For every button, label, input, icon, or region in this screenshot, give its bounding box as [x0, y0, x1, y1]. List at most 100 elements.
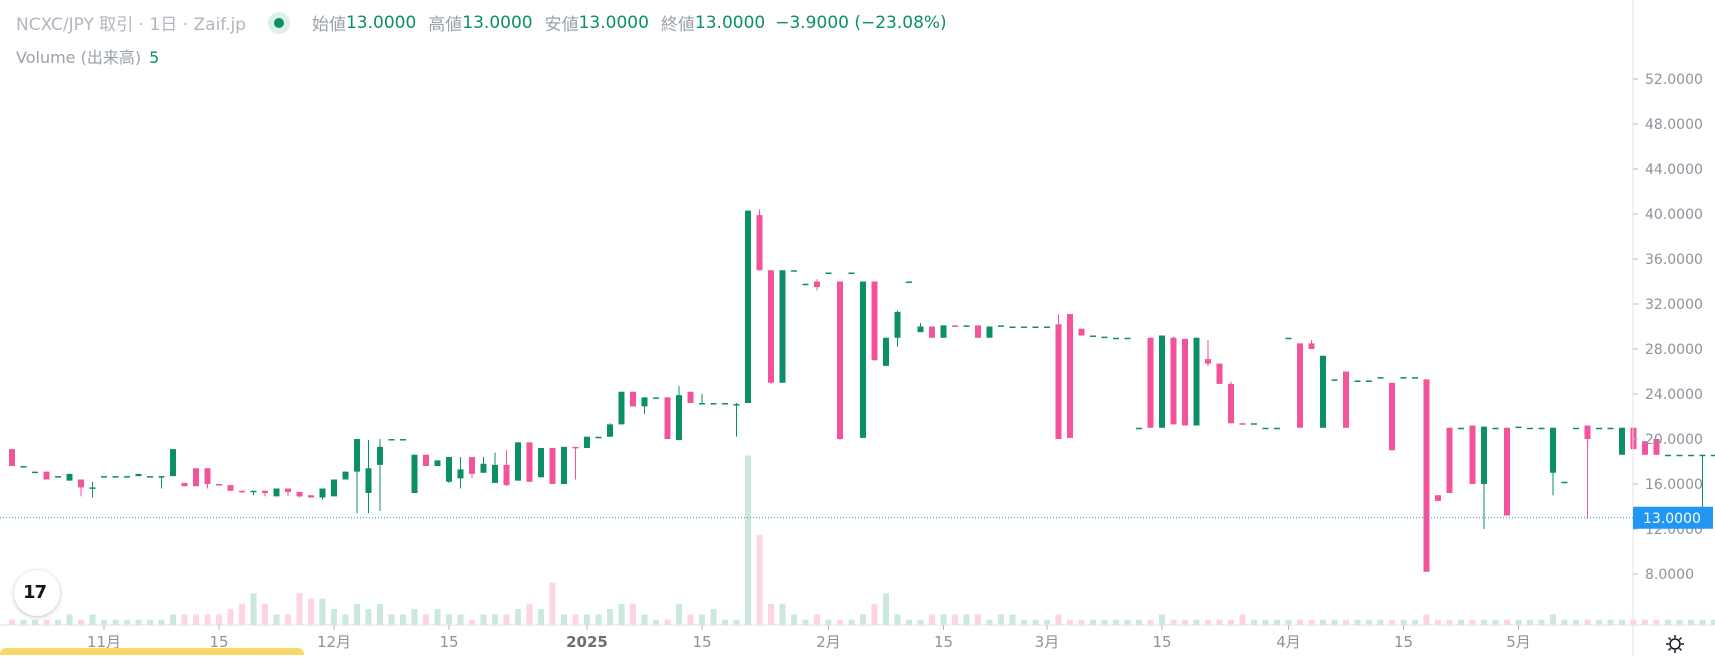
- candle-body[interactable]: [1274, 427, 1280, 430]
- candle-body[interactable]: [43, 471, 50, 480]
- candle-body[interactable]: [1412, 377, 1418, 379]
- candle-body[interactable]: [1147, 337, 1154, 428]
- candle-body[interactable]: [837, 281, 843, 440]
- candle-body[interactable]: [825, 272, 832, 275]
- candle-body[interactable]: [469, 457, 475, 474]
- candle-body[interactable]: [1596, 427, 1602, 430]
- candle-body[interactable]: [1492, 427, 1499, 430]
- candle-body[interactable]: [515, 442, 521, 481]
- candle-body[interactable]: [1182, 338, 1188, 426]
- candle-body[interactable]: [549, 448, 556, 484]
- candle-body[interactable]: [1101, 336, 1108, 339]
- candle-body[interactable]: [917, 326, 924, 333]
- bottom-banner[interactable]: [0, 648, 304, 655]
- candle-body[interactable]: [411, 454, 418, 493]
- candle-body[interactable]: [1699, 454, 1706, 457]
- candle-body[interactable]: [1170, 337, 1177, 425]
- candle-body[interactable]: [733, 404, 740, 406]
- candle-body[interactable]: [227, 485, 234, 491]
- candle-body[interactable]: [848, 272, 855, 275]
- candle-body[interactable]: [273, 488, 280, 497]
- candle-body[interactable]: [285, 488, 291, 492]
- candle-body[interactable]: [1239, 423, 1246, 425]
- candle-body[interactable]: [1044, 326, 1050, 329]
- candle-body[interactable]: [653, 397, 659, 399]
- candle-body[interactable]: [1435, 495, 1441, 501]
- candle-body[interactable]: [802, 283, 809, 286]
- candle-body[interactable]: [1538, 427, 1545, 430]
- candle-body[interactable]: [1550, 427, 1556, 473]
- tradingview-logo[interactable]: 17: [14, 570, 60, 616]
- candle-body[interactable]: [1297, 343, 1303, 428]
- candle-body[interactable]: [400, 439, 406, 441]
- candle-body[interactable]: [860, 281, 866, 438]
- candle-body[interactable]: [1504, 427, 1510, 516]
- candle-body[interactable]: [1366, 380, 1372, 383]
- candle-body[interactable]: [791, 270, 797, 272]
- candle-body[interactable]: [55, 476, 61, 478]
- candle-body[interactable]: [480, 463, 487, 473]
- candle-body[interactable]: [1469, 425, 1476, 485]
- candle-body[interactable]: [1619, 427, 1625, 455]
- candle-body[interactable]: [710, 403, 717, 405]
- candle-body[interactable]: [204, 468, 211, 484]
- candle-body[interactable]: [952, 325, 958, 327]
- candle-body[interactable]: [1308, 343, 1315, 349]
- candle-body[interactable]: [1377, 377, 1384, 379]
- candle-body[interactable]: [929, 326, 935, 338]
- candle-body[interactable]: [963, 325, 970, 327]
- candle-body[interactable]: [1078, 328, 1085, 336]
- candle-body[interactable]: [699, 403, 705, 405]
- candle-body[interactable]: [1021, 326, 1027, 329]
- candle-body[interactable]: [526, 442, 533, 482]
- candle-body[interactable]: [296, 491, 303, 497]
- market-status-icon[interactable]: [267, 11, 290, 34]
- candle-body[interactable]: [1343, 371, 1349, 428]
- candle-body[interactable]: [66, 473, 73, 481]
- candle-body[interactable]: [492, 464, 498, 483]
- candle-body[interactable]: [894, 311, 901, 338]
- candle-body[interactable]: [1642, 441, 1648, 455]
- candle-body[interactable]: [607, 424, 613, 437]
- candle-body[interactable]: [1481, 426, 1487, 484]
- candle-body[interactable]: [377, 446, 383, 465]
- candle-body[interactable]: [1320, 355, 1326, 428]
- candle-body[interactable]: [1458, 427, 1464, 430]
- candle-body[interactable]: [181, 482, 188, 487]
- candle-body[interactable]: [1584, 425, 1591, 440]
- candle-body[interactable]: [906, 281, 912, 284]
- candle-body[interactable]: [89, 487, 96, 489]
- candle-body[interactable]: [595, 436, 602, 439]
- candle-body[interactable]: [768, 270, 774, 383]
- candle-body[interactable]: [1055, 324, 1062, 439]
- candle-body[interactable]: [538, 448, 544, 478]
- candle-body[interactable]: [1216, 363, 1223, 384]
- candle-body[interactable]: [78, 479, 84, 488]
- candle-body[interactable]: [871, 281, 878, 361]
- candle-body[interactable]: [388, 439, 395, 441]
- candle-body[interactable]: [342, 471, 349, 480]
- candle-body[interactable]: [1389, 382, 1395, 451]
- candle-body[interactable]: [561, 446, 567, 484]
- candle-body[interactable]: [1009, 326, 1016, 329]
- candle-body[interactable]: [1653, 439, 1660, 455]
- candle-body[interactable]: [1032, 326, 1039, 329]
- candle-body[interactable]: [1159, 335, 1165, 428]
- volume-legend[interactable]: Volume (出来高) 5: [16, 44, 159, 68]
- gear-icon[interactable]: [1665, 634, 1685, 654]
- candle-body[interactable]: [124, 476, 130, 478]
- candle-body[interactable]: [32, 471, 38, 474]
- candle-body[interactable]: [664, 397, 671, 439]
- candle-body[interactable]: [1067, 314, 1073, 438]
- candle-body[interactable]: [457, 469, 464, 479]
- candle-body[interactable]: [135, 473, 142, 477]
- candle-body[interactable]: [1228, 383, 1234, 424]
- candle-body[interactable]: [365, 468, 372, 493]
- candle-body[interactable]: [745, 210, 751, 403]
- candle-body[interactable]: [193, 468, 199, 487]
- candle-body[interactable]: [722, 403, 728, 405]
- candle-body[interactable]: [1665, 454, 1671, 457]
- candle-body[interactable]: [434, 460, 441, 466]
